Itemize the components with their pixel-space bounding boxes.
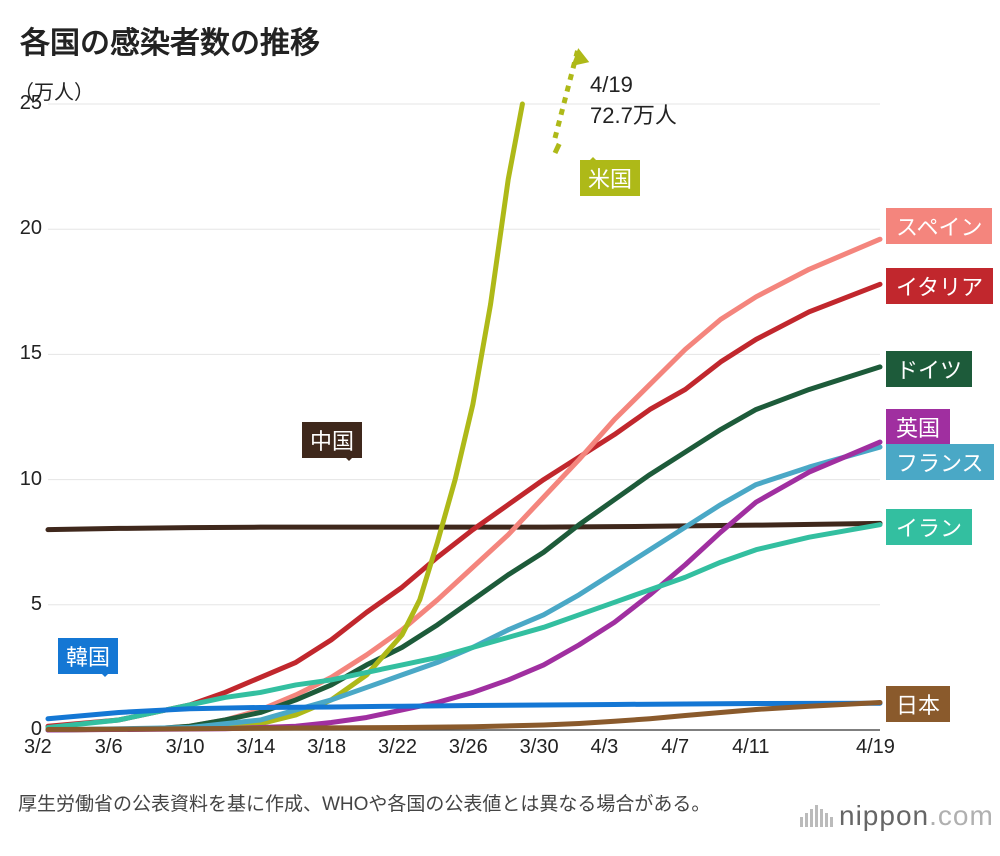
x-tick: 4/7 bbox=[661, 736, 689, 759]
series-label-スペイン: スペイン bbox=[886, 208, 992, 244]
nippon-com-logo: nippon.com bbox=[800, 800, 994, 832]
x-tick: 3/10 bbox=[166, 736, 205, 759]
series-label-ドイツ: ドイツ bbox=[886, 351, 972, 387]
usa-peak-annotation: 4/19 72.7万人 bbox=[590, 72, 677, 130]
y-tick: 20 bbox=[14, 217, 42, 240]
x-tick: 4/19 bbox=[856, 736, 895, 759]
line-chart bbox=[0, 0, 1000, 856]
x-tick: 3/22 bbox=[378, 736, 417, 759]
x-tick: 3/6 bbox=[95, 736, 123, 759]
logo-bars-icon bbox=[800, 805, 833, 827]
series-label-イラン: イラン bbox=[886, 509, 972, 545]
x-tick: 3/30 bbox=[520, 736, 559, 759]
callout-中国: 中国 bbox=[302, 422, 362, 458]
callout-米国: 米国 bbox=[580, 160, 640, 196]
x-tick: 3/2 bbox=[24, 736, 52, 759]
series-label-イタリア: イタリア bbox=[886, 268, 993, 304]
y-tick: 15 bbox=[14, 342, 42, 365]
series-label-英国: 英国 bbox=[886, 409, 950, 445]
logo-text: nippon.com bbox=[839, 800, 994, 832]
y-tick: 25 bbox=[14, 92, 42, 115]
x-tick: 4/3 bbox=[590, 736, 618, 759]
x-tick: 4/11 bbox=[732, 736, 769, 759]
y-tick: 10 bbox=[14, 468, 42, 491]
callout-韓国: 韓国 bbox=[58, 638, 118, 674]
x-tick: 3/26 bbox=[449, 736, 488, 759]
series-label-フランス: フランス bbox=[886, 444, 994, 480]
logo-suffix: .com bbox=[929, 800, 994, 831]
source-footnote: 厚生労働省の公表資料を基に作成、WHOや各国の公表値とは異なる場合がある。 bbox=[18, 792, 718, 819]
y-tick: 5 bbox=[14, 593, 42, 616]
series-label-日本: 日本 bbox=[886, 686, 950, 722]
x-tick: 3/14 bbox=[236, 736, 275, 759]
x-tick: 3/18 bbox=[307, 736, 346, 759]
